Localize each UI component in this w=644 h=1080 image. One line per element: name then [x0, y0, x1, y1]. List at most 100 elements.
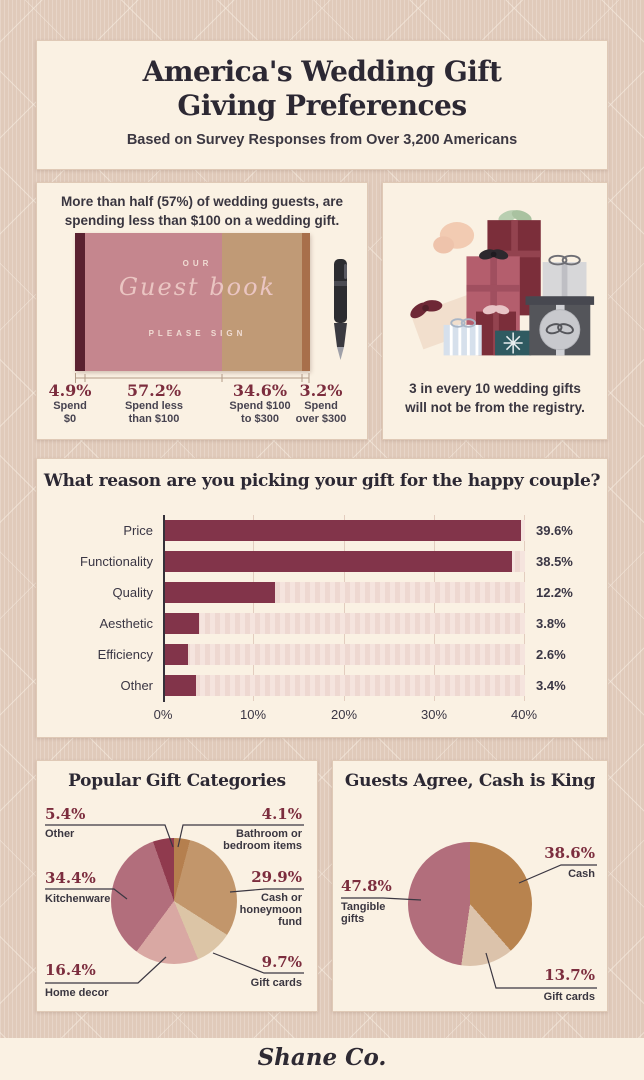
bar-value-label: 2.6%: [536, 647, 566, 662]
book-cover-tan: [222, 233, 302, 371]
header-panel: America's Wedding Gift Giving Preference…: [36, 40, 608, 170]
bar-row: Other 3.4%: [37, 670, 609, 701]
page-subtitle: Based on Survey Responses from Over 3,20…: [126, 132, 518, 148]
slice-label-tangible: Tangible gifts: [341, 901, 385, 925]
y-axis-line: [163, 515, 165, 702]
guest-book-illustration: OUR Guest book PLEASE SIGN: [75, 233, 310, 371]
bar-track: [165, 520, 525, 541]
slice-pct-gift-cards: 9.7%: [261, 953, 302, 971]
gift-pile-illustration: [410, 210, 595, 356]
cash-is-king-pie: [408, 842, 532, 966]
bar-category-label: Other: [120, 678, 153, 693]
cash-is-king-title: Guests Agree, Cash is King: [344, 771, 596, 791]
slice-label-bathroom: Bathroom or bedroom items: [223, 828, 302, 852]
spend-stat-label: $0: [63, 413, 77, 425]
spend-stat-label: over $300: [295, 413, 347, 425]
x-tick-10: 10%: [239, 707, 267, 722]
book-spine: [75, 233, 85, 371]
book-label-guestbook: Guest book: [118, 273, 277, 301]
bar-row: Price 39.6%: [37, 515, 609, 546]
slice-label-bathroom-line2: bedroom items: [223, 840, 302, 852]
spending-heading: More than half (57%) of wedding guests, …: [60, 194, 344, 228]
bar-track: [165, 644, 525, 665]
slice-label-cash-fund-line3: fund: [278, 916, 302, 928]
bar-category-label: Efficiency: [97, 647, 153, 662]
slice-label-kitchenware: Kitchenware: [45, 893, 111, 905]
x-tick-40: 40%: [510, 707, 538, 722]
spend-stat-label: Spend: [53, 400, 87, 412]
spend-stat-label: Spend less: [124, 400, 184, 412]
bar-fill: [165, 675, 196, 696]
bar-category-label: Price: [123, 523, 153, 538]
bar-fill: [165, 520, 522, 541]
reasons-chart-title: What reason are you picking your gift fo…: [43, 471, 601, 491]
slice-pct-tangible: 47.8%: [341, 877, 392, 895]
spending-panel: More than half (57%) of wedding guests, …: [36, 182, 368, 440]
gridline-30: [434, 515, 435, 701]
bar-fill: [165, 644, 189, 665]
footer-band: Shane Co.: [0, 1038, 644, 1080]
slice-label-cash: Cash: [568, 868, 595, 880]
slice-label-cash-fund-line2: honeymoon: [239, 904, 302, 916]
bar-category-label: Quality: [112, 585, 153, 600]
bar-category-label: Aesthetic: [99, 616, 153, 631]
gift-categories-panel: Popular Gift Categories 5.4% Other 4.1% …: [36, 760, 318, 1012]
bar-rows: Price 39.6% Functionality 38.5% Quality 12.2%…: [37, 515, 609, 701]
slice-pct-home-decor: 16.4%: [45, 961, 96, 979]
reasons-chart-panel: What reason are you picking your gift fo…: [36, 458, 608, 738]
page-title-line-1: America's Wedding Gift: [142, 55, 502, 88]
slice-label-home-decor: Home decor: [45, 987, 109, 999]
registry-caption: 3 in every 10 wedding gifts will not be …: [405, 381, 585, 415]
book-cover-edge: [302, 233, 310, 371]
spend-stat: 4.9% Spend $0: [38, 381, 102, 426]
dimension-line: [75, 373, 310, 383]
spend-stat: 34.6% Spend $100 to $300: [210, 381, 310, 426]
bar-row: Efficiency 2.6%: [37, 639, 609, 670]
slice-label-cash-fund: Cash or honeymoon fund: [240, 892, 302, 928]
brand-logo: Shane Co.: [257, 1044, 387, 1071]
slice-pct-bathroom: 4.1%: [261, 805, 302, 823]
spend-stat: 57.2% Spend less than $100: [104, 381, 204, 426]
registry-panel: 3 in every 10 wedding gifts will not be …: [382, 182, 608, 440]
gridline-40: [524, 515, 525, 701]
gridline-10: [253, 515, 254, 701]
slice-pct-cash-fund: 29.9%: [251, 868, 302, 886]
spend-stat-label: Spend $100: [229, 400, 291, 412]
page-title-line-2: Giving Preferences: [177, 89, 467, 122]
bar-fill: [165, 551, 512, 572]
slice-pct-kitchenware: 34.4%: [45, 869, 96, 887]
slice-label-tangible-line2: gifts: [341, 913, 365, 925]
slice-label-bathroom-line1: Bathroom or: [236, 828, 302, 840]
pen-icon: [334, 259, 347, 360]
gift-categories-title: Popular Gift Categories: [68, 771, 286, 791]
bar-row: Quality 12.2%: [37, 577, 609, 608]
slice-pct-cash: 38.6%: [544, 844, 595, 862]
spend-stat-value: 3.2%: [299, 381, 343, 400]
slice-label-other: Other: [45, 828, 75, 840]
gift-categories-pie: [111, 838, 237, 964]
bar-row: Aesthetic 3.8%: [37, 608, 609, 639]
bar-track: [165, 675, 525, 696]
spend-stat-value: 34.6%: [232, 381, 288, 400]
spend-stat-label: than $100: [128, 413, 180, 425]
book-label-please-sign: PLEASE SIGN: [148, 329, 247, 338]
x-tick-30: 30%: [420, 707, 448, 722]
slice-label-cash-fund-line1: Cash or: [261, 892, 302, 904]
book-text: OUR Guest book PLEASE SIGN: [85, 233, 310, 371]
cash-is-king-panel: Guests Agree, Cash is King 38.6% Cash 47…: [332, 760, 608, 1012]
spend-stat-value: 57.2%: [126, 381, 182, 400]
bar-category-label: Functionality: [80, 554, 153, 569]
x-tick-20: 20%: [330, 707, 358, 722]
slice-label-gift-cards: Gift cards: [250, 977, 302, 989]
bar-track: [165, 551, 525, 572]
bar-value-label: 38.5%: [536, 554, 573, 569]
spend-stat-label: Spend: [304, 400, 338, 412]
slice-label-gift-cards2: Gift cards: [543, 991, 595, 1003]
bar-value-label: 3.4%: [536, 678, 566, 693]
bar-value-label: 39.6%: [536, 523, 573, 538]
bar-value-label: 12.2%: [536, 585, 573, 600]
bar-row: Functionality 38.5%: [37, 546, 609, 577]
spend-stats-row: 4.9% Spend $0 57.2% Spend less than $100 34.6%…: [37, 381, 369, 437]
bar-fill: [165, 582, 275, 603]
